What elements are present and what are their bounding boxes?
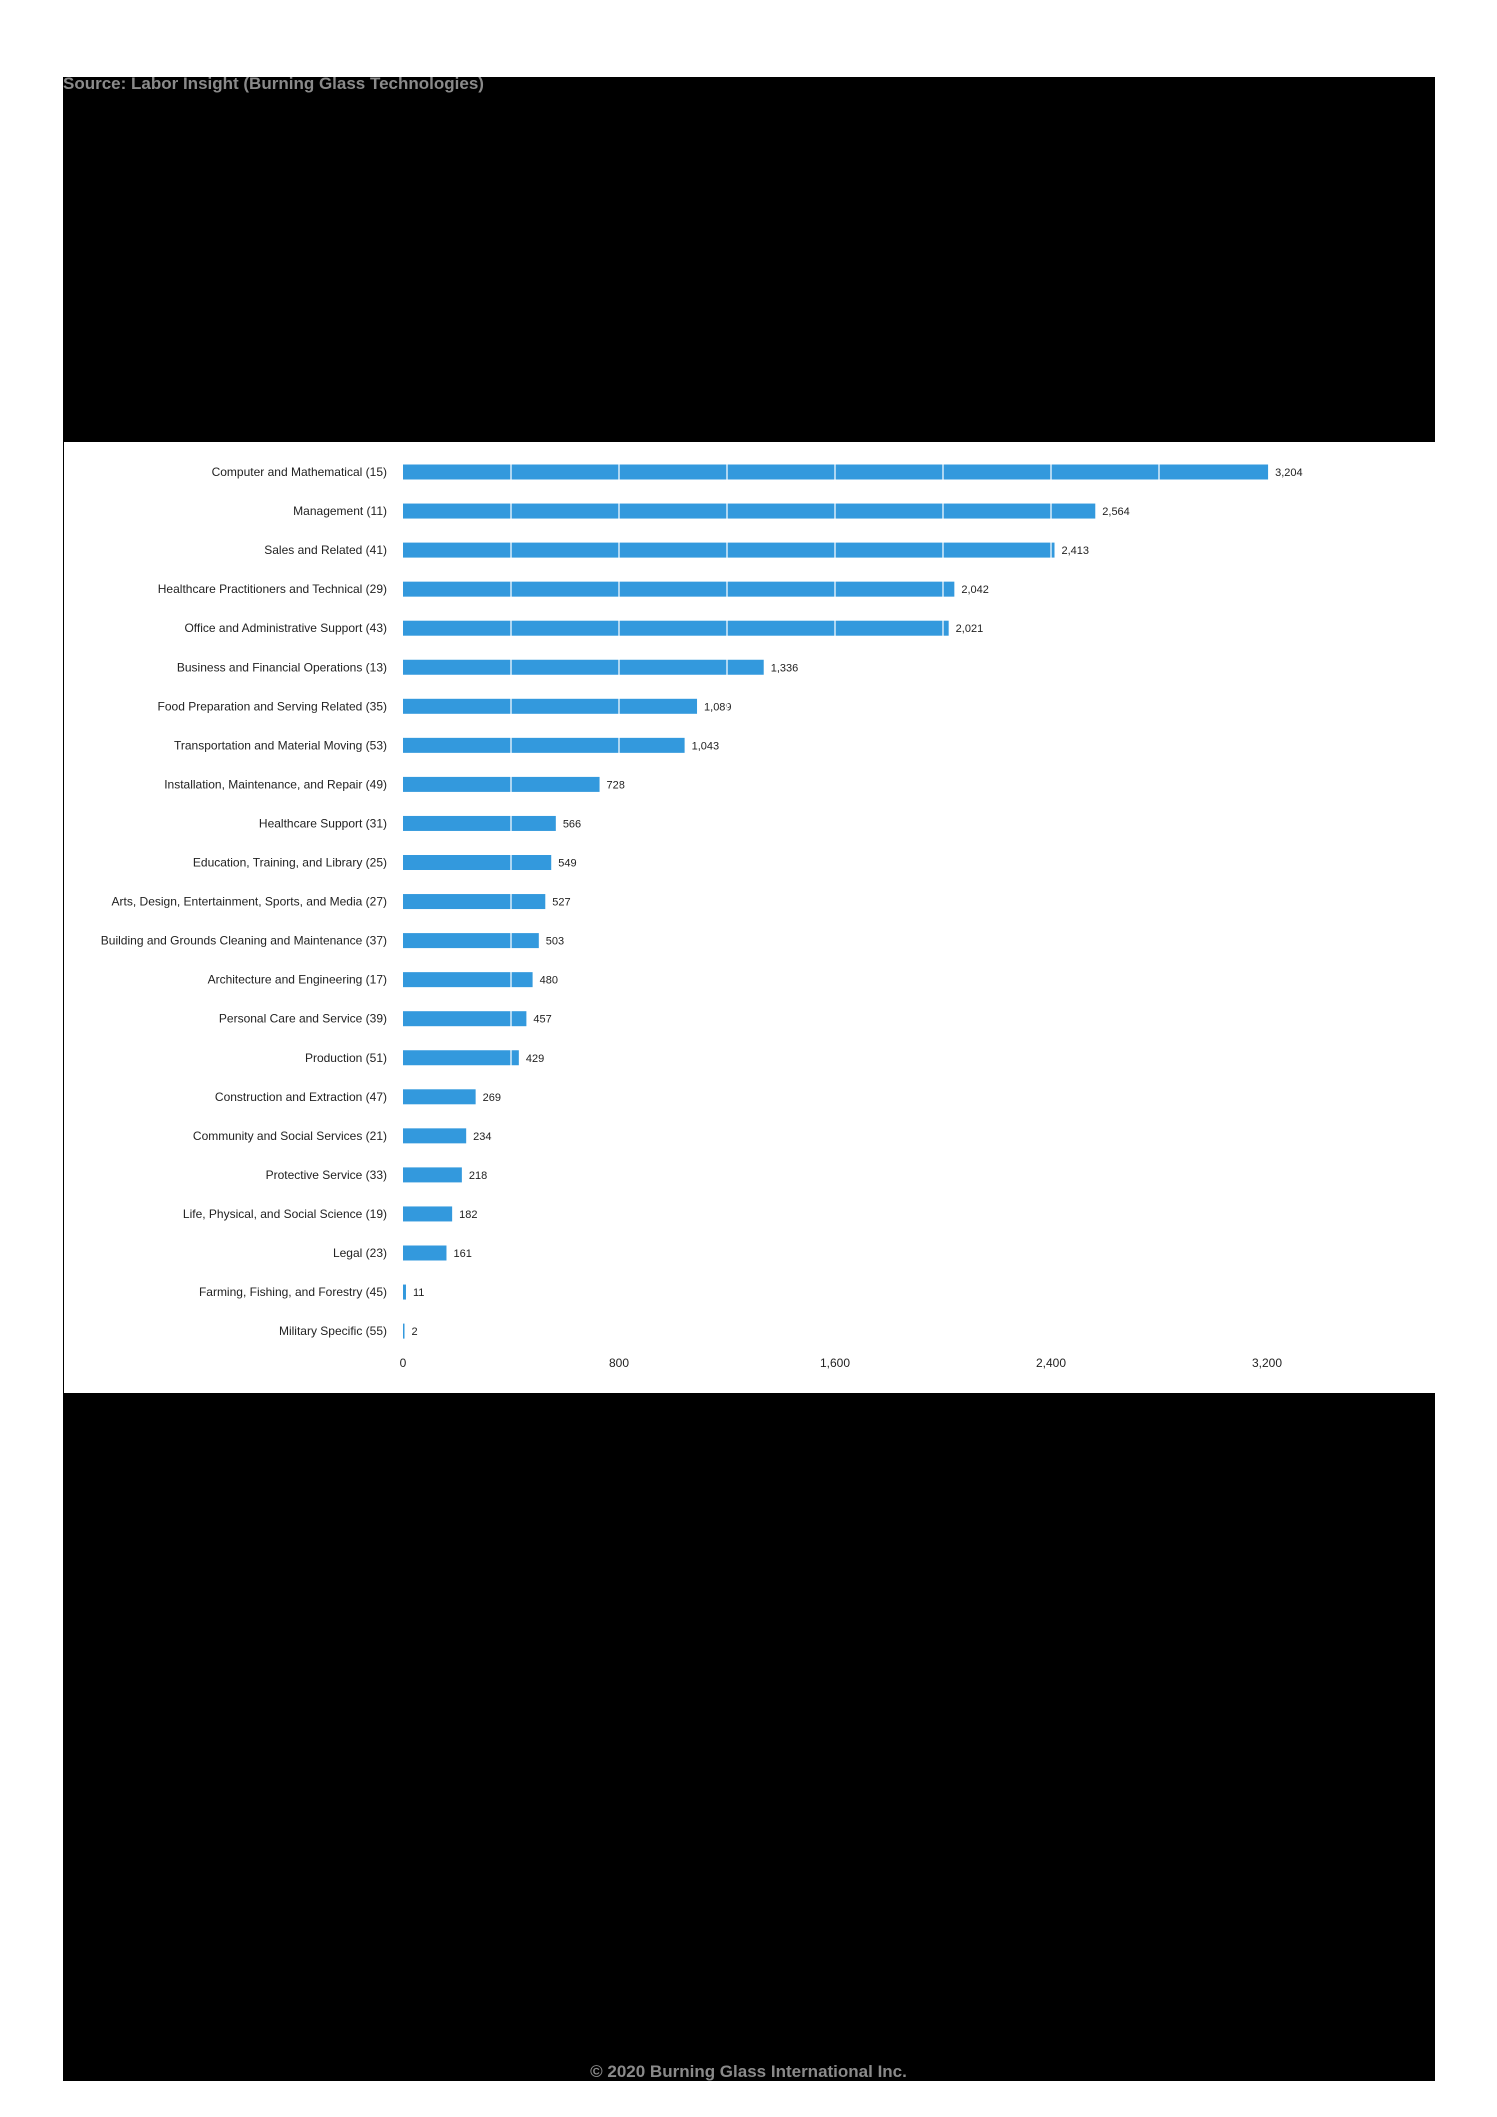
data-label: 234	[473, 1131, 491, 1143]
data-label: 728	[607, 779, 625, 791]
category-label: Building and Grounds Cleaning and Mainte…	[101, 934, 387, 948]
x-tick-label: 1,600	[820, 1356, 850, 1370]
data-label: 2	[412, 1326, 418, 1338]
bar	[403, 698, 698, 714]
bar	[403, 1011, 527, 1027]
data-label: 1,336	[771, 662, 799, 674]
x-tick-label: 2,400	[1036, 1356, 1066, 1370]
bar	[403, 542, 1055, 558]
category-label: Legal (23)	[333, 1246, 387, 1260]
bar	[403, 1089, 476, 1105]
data-label: 1,043	[692, 740, 720, 752]
bar	[403, 659, 764, 675]
category-label: Architecture and Engineering (17)	[208, 973, 387, 987]
bar	[403, 1284, 406, 1300]
bar	[403, 737, 685, 753]
data-label: 218	[469, 1170, 487, 1182]
data-label: 527	[552, 897, 570, 909]
category-label: Construction and Extraction (47)	[215, 1090, 387, 1104]
bar	[403, 933, 539, 949]
bar	[403, 972, 533, 988]
source-note: Source: Labor Insight (Burning Glass Tec…	[63, 74, 484, 93]
category-label: Management (11)	[293, 504, 387, 518]
category-label: Sales and Related (41)	[264, 543, 387, 557]
category-label: Transportation and Material Moving (53)	[174, 738, 387, 752]
bar	[403, 1128, 467, 1144]
data-label: 182	[459, 1209, 477, 1221]
data-label: 429	[526, 1053, 544, 1065]
category-label: Computer and Mathematical (15)	[212, 465, 387, 479]
category-label: Healthcare Practitioners and Technical (…	[158, 582, 387, 596]
category-label: Education, Training, and Library (25)	[193, 856, 387, 870]
bar	[403, 1323, 405, 1339]
bar	[403, 776, 600, 792]
bar	[403, 815, 556, 831]
redacted-block-bottom	[63, 1393, 1435, 2081]
data-label: 2,413	[1062, 545, 1090, 557]
category-label: Personal Care and Service (39)	[219, 1012, 387, 1026]
data-label: 480	[540, 975, 558, 987]
data-label: 161	[453, 1248, 471, 1260]
bar	[403, 1167, 462, 1183]
category-label: Life, Physical, and Social Science (19)	[183, 1207, 387, 1221]
redacted-block-top	[63, 77, 1435, 442]
x-tick-label: 0	[400, 1356, 407, 1370]
x-tick-label: 3,200	[1252, 1356, 1282, 1370]
data-label: 1,089	[704, 701, 732, 713]
bar	[403, 855, 552, 870]
copyright-footer: © 2020 Burning Glass International Inc.	[590, 2062, 907, 2081]
category-label: Healthcare Support (31)	[259, 816, 387, 830]
data-label: 566	[563, 818, 581, 830]
category-label: Protective Service (33)	[266, 1168, 387, 1182]
bar	[403, 1206, 453, 1222]
bar	[403, 1245, 447, 1261]
x-tick-label: 800	[609, 1356, 629, 1370]
data-label: 3,204	[1275, 467, 1303, 479]
data-label: 2,042	[961, 584, 989, 596]
bar	[403, 581, 955, 597]
data-label: 2,021	[956, 623, 984, 635]
data-label: 11	[413, 1287, 424, 1299]
data-label: 269	[483, 1092, 501, 1104]
bar	[403, 1050, 519, 1066]
bar	[403, 894, 546, 910]
category-label: Farming, Fishing, and Forestry (45)	[199, 1285, 387, 1299]
category-label: Food Preparation and Serving Related (35…	[158, 699, 387, 713]
category-label: Business and Financial Operations (13)	[177, 660, 387, 674]
data-label: 549	[558, 858, 576, 870]
bar	[403, 503, 1096, 519]
category-label: Arts, Design, Entertainment, Sports, and…	[112, 895, 387, 909]
chart-panel: Computer and Mathematical (15) 3,204 Manag…	[63, 442, 1436, 1393]
data-label: 503	[546, 936, 564, 948]
category-label: Installation, Maintenance, and Repair (4…	[164, 777, 387, 791]
category-label: Production (51)	[305, 1051, 387, 1065]
bar-chart: Computer and Mathematical (15) 3,204 Manag…	[101, 460, 1303, 1370]
data-label: 457	[533, 1014, 551, 1026]
bar	[403, 620, 949, 636]
category-label: Community and Social Services (21)	[193, 1129, 387, 1143]
category-label: Office and Administrative Support (43)	[184, 621, 387, 635]
category-label: Military Specific (55)	[279, 1324, 387, 1338]
data-label: 2,564	[1102, 506, 1130, 518]
